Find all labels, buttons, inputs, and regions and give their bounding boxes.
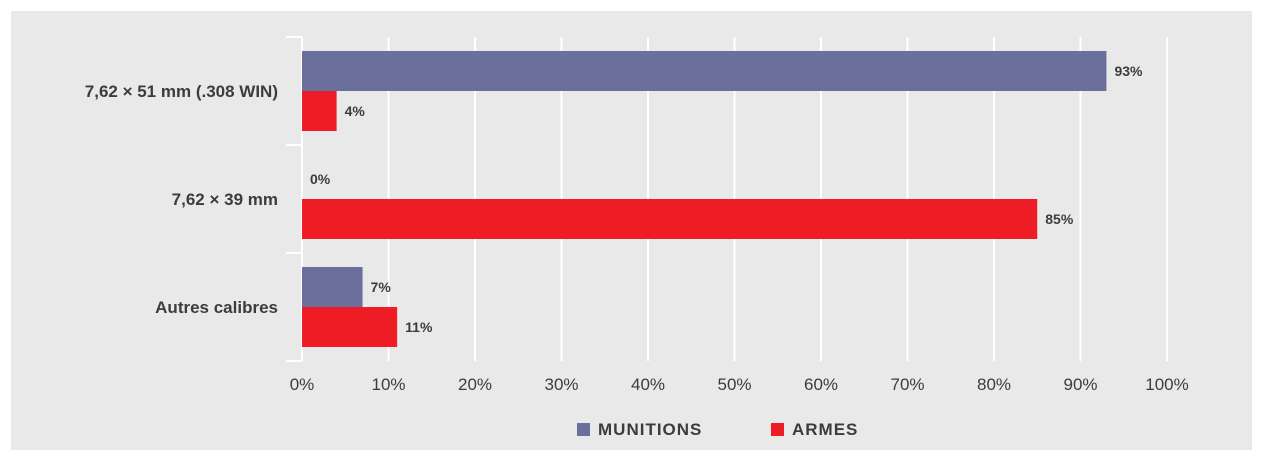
category-label: 7,62 × 51 mm (.308 WIN) [85, 82, 278, 101]
x-tick-label: 40% [631, 375, 665, 394]
legend-label: MUNITIONS [598, 420, 702, 439]
value-label: 11% [405, 319, 433, 335]
bar-munitions [302, 267, 363, 307]
category-label: 7,62 × 39 mm [172, 190, 278, 209]
bar-armes [302, 91, 337, 131]
bar-armes [302, 307, 398, 347]
legend-item-armes: ARMES [771, 420, 858, 439]
value-label: 85% [1045, 211, 1074, 227]
bars [302, 51, 1107, 347]
value-label: 0% [310, 171, 331, 187]
x-tick-label: 10% [371, 375, 405, 394]
bar-chart: 93%4%0%85%7%11% 7,62 × 51 mm (.308 WIN)7… [85, 36, 1189, 439]
legend: MUNITIONS ARMES [577, 420, 858, 439]
x-tick-label: 90% [1063, 375, 1097, 394]
chart-panel: 93% 4% 0% 85% 7% 11% 7,62 × 51 mm (.308 WIN) 7… [11, 11, 1252, 450]
value-label: 7% [371, 279, 392, 295]
value-labels: 93% 4% 0% 85% 7% 11% [310, 63, 1143, 335]
value-label: 93% [1114, 63, 1143, 79]
x-tick-label: 80% [977, 375, 1011, 394]
x-tick-label: 60% [804, 375, 838, 394]
x-tick-label: 50% [717, 375, 751, 394]
x-tick-label: 100% [1145, 375, 1188, 394]
category-axis [286, 36, 303, 362]
legend-swatch [771, 423, 784, 436]
value-label: 4% [345, 103, 366, 119]
legend-item-munitions: MUNITIONS [577, 420, 702, 439]
bar-munitions [302, 51, 1107, 91]
legend-label: ARMES [792, 420, 858, 439]
x-tick-label: 30% [544, 375, 578, 394]
legend-swatch [577, 423, 590, 436]
category-labels: 7,62 × 51 mm (.308 WIN) 7,62 × 39 mm Autre… [85, 82, 278, 317]
x-tick-label: 20% [458, 375, 492, 394]
category-label: Autres calibres [155, 298, 278, 317]
bar-armes [302, 199, 1038, 239]
x-tick-label: 70% [890, 375, 924, 394]
x-tick-label: 0% [290, 375, 315, 394]
x-tick-labels: 0% 10% 20% 30% 40% 50% 60% 70% 80% 90% 100% [290, 375, 1189, 394]
